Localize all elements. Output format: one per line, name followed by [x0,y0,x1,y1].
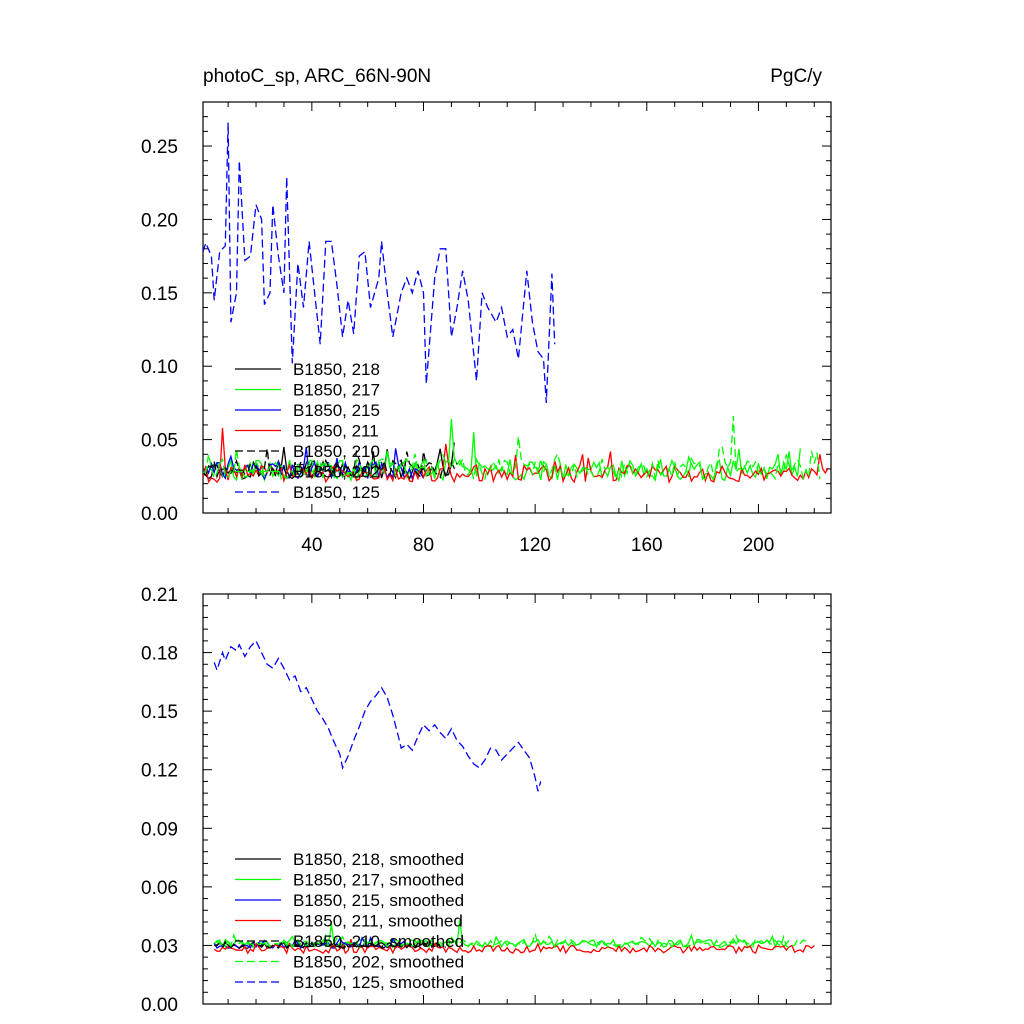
legend-label: B1850, 125, smoothed [293,973,464,992]
legend-label: B1850, 202, smoothed [293,953,464,972]
legend-label: B1850, 215, smoothed [293,891,464,910]
series-line-b1850-202 [203,416,821,482]
y-tick-label: 0.12 [141,761,178,782]
series-line-b1850-215-smoothed [213,935,410,950]
y-tick-label: 0.21 [141,585,178,606]
bottom-plot-frame [202,593,832,1005]
y-tick-label: 0.00 [141,995,178,1016]
legend-label: B1850, 217 [293,381,380,400]
y-tick-label: 0.25 [141,137,178,158]
legend-label: B1850, 217, smoothed [293,871,464,890]
bottom-panel: 0.00 0.03 0.06 0.09 0.12 0.15 0.18 0.21 B1850, 2… [141,585,832,1016]
legend-label: B1850, 218, smoothed [293,850,464,869]
x-tick-label: 80 [413,535,434,556]
legend-label: B1850, 202 [293,463,380,482]
y-tick-label: 0.00 [141,504,178,525]
x-tick-label: 40 [301,535,322,556]
series-line-b1850-218 [203,442,455,481]
legend-label: B1850, 211 [293,422,379,441]
legend-label: B1850, 211, smoothed [293,912,463,931]
x-tick-label: 120 [519,535,551,556]
legend-label: B1850, 215 [293,401,380,420]
x-tick-label: 160 [631,535,663,556]
legend-label: B1850, 210, smoothed [293,932,464,951]
x-tick-label: 200 [743,535,775,556]
legend-label: B1850, 218 [293,360,380,379]
chart-title: photoC_sp, ARC_66N-90N [203,66,431,87]
y-tick-label: 0.09 [141,819,178,840]
y-tick-label: 0.06 [141,878,178,899]
y-tick-label: 0.15 [141,284,178,305]
y-tick-label: 0.10 [141,357,178,378]
legend-label: B1850, 210 [293,442,380,461]
y-tick-label: 0.20 [141,210,178,231]
units-label: PgC/y [770,66,822,87]
y-tick-label: 0.15 [141,702,178,723]
top-panel: 40 80 120 160 200 0.00 0.05 0.10 0.15 0.20 0.25 B18… [141,101,832,556]
y-tick-label: 0.03 [141,936,178,957]
series-line-b1850-211-smoothed [213,938,815,955]
y-tick-label: 0.05 [141,431,178,452]
series-line-b1850-125-smoothed [213,639,542,792]
legend-label: B1850, 125 [293,483,380,502]
series-line-b1850-210-smoothed [214,937,447,950]
series-line-b1850-202-smoothed [213,931,809,949]
y-tick-label: 0.18 [141,644,178,665]
